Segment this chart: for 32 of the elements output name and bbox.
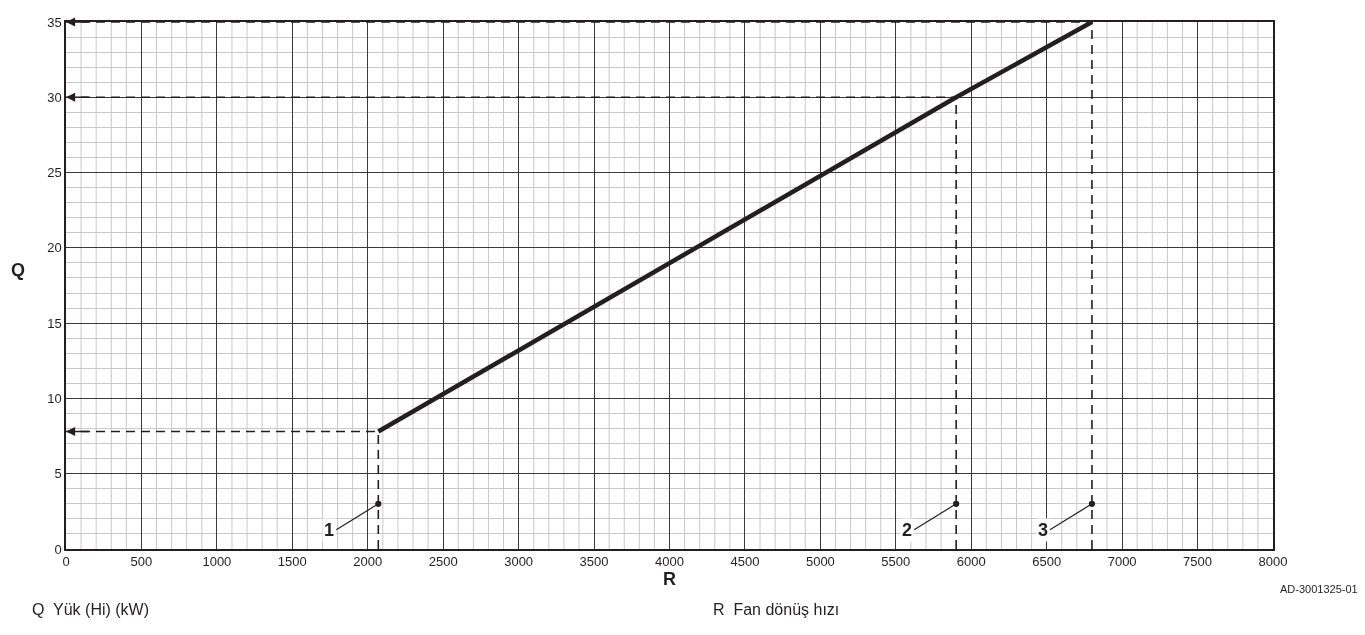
x-tick-label: 6500 [1032,554,1062,570]
x-tick-label: 7500 [1183,554,1213,570]
x-tick-label: 7000 [1107,554,1137,570]
x-tick-label: 5000 [805,554,835,570]
x-tick-label: 1000 [202,554,232,570]
x-tick-label: 3500 [579,554,609,570]
annotation: 3 [1038,520,1049,540]
x-tick-label: 2500 [428,554,458,570]
x-tick-label: 4500 [730,554,760,570]
y-tick-label: 30 [47,89,62,105]
x-tick-label: 4000 [655,554,684,570]
x-tick-label: 1500 [277,554,307,570]
text: R Fan dönüş hızı [713,601,840,618]
annotation: 2 [902,520,913,540]
y-tick-label: 10 [47,390,62,406]
annotation: 1 [324,520,335,540]
y-tick-label: 25 [47,165,62,181]
x-tick-label: 8000 [1258,554,1288,570]
y-tick-label: 35 [47,14,62,30]
text: Q Yük (Hi) (kW) [32,601,150,618]
y-tick-label: 5 [54,466,62,482]
x-tick-label: 500 [130,554,153,570]
x-axis-title: R [663,569,676,590]
y-tick-label: 0 [54,541,62,557]
x-tick-label: 6000 [956,554,986,570]
y-tick-label: 20 [47,240,62,256]
y-tick-label: 15 [47,315,62,331]
x-tick-label: 5500 [881,554,911,570]
text: AD-3001325-01 [1280,583,1358,595]
y-axis-title: Q [11,260,26,280]
x-tick-label: 3000 [504,554,534,570]
x-tick-label: 2000 [353,554,383,570]
